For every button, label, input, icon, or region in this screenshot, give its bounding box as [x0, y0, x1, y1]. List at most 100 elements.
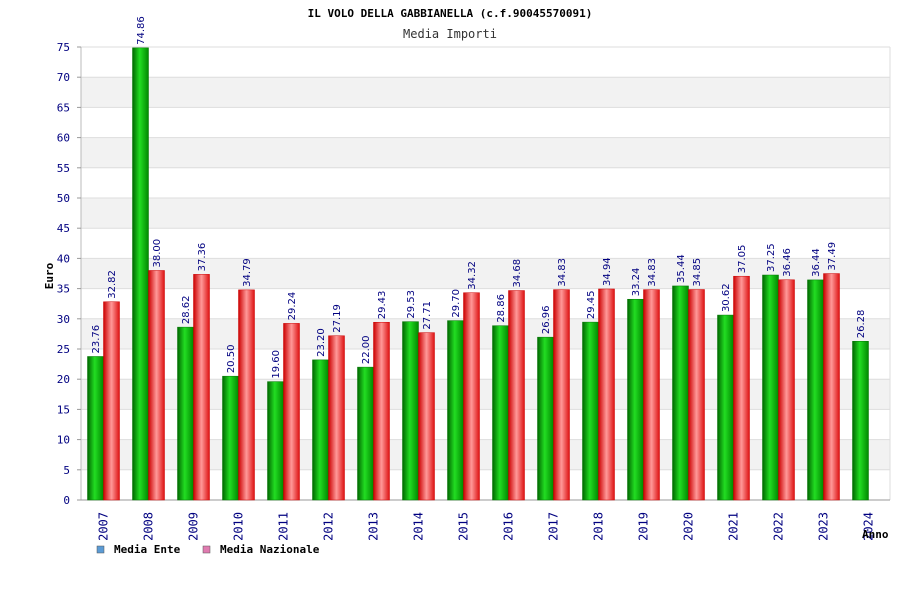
data-label: 23.76: [91, 325, 102, 354]
plot-band: [81, 409, 890, 440]
chart-subtitle: Media Importi: [403, 27, 497, 41]
data-label: 36.44: [811, 248, 822, 277]
x-tick-label: 2018: [592, 512, 606, 541]
y-tick-label: 60: [57, 132, 70, 145]
x-tick-label: 2011: [277, 512, 291, 541]
x-tick-label: 2013: [367, 512, 381, 541]
data-label: 28.62: [181, 295, 192, 324]
y-tick-label: 75: [57, 41, 70, 54]
data-label: 19.60: [271, 350, 282, 379]
data-label: 27.71: [422, 301, 433, 330]
data-label: 33.24: [631, 268, 642, 297]
x-axis-ticks: 2007 2008 2009 2010 2011 2012 2013 2014 2015 2016…: [97, 512, 876, 541]
data-label: 29.70: [451, 289, 462, 318]
y-tick-label: 50: [57, 192, 70, 205]
legend-label: Media Ente: [114, 543, 181, 556]
y-tick-label: 25: [57, 343, 70, 356]
x-tick-label: 2009: [187, 512, 201, 541]
y-tick-label: 55: [57, 162, 70, 175]
data-label: 37.49: [827, 242, 838, 271]
plot-band: [81, 318, 890, 349]
bar-media-nazionale: [418, 332, 435, 501]
y-tick-label: 70: [57, 71, 70, 84]
chart-title: IL VOLO DELLA GABBIANELLA (c.f.900455700…: [308, 7, 593, 20]
data-label: 34.83: [557, 258, 568, 287]
plot-band: [81, 349, 890, 380]
bar-media-ente: [807, 279, 824, 501]
bar-media-nazionale: [148, 270, 165, 501]
y-tick-label: 65: [57, 101, 70, 114]
y-axis-label: Euro: [43, 262, 56, 289]
x-tick-label: 2015: [457, 512, 471, 541]
plot-background: [81, 47, 890, 500]
bar-media-ente: [852, 341, 869, 501]
bar-media-nazionale: [193, 274, 210, 501]
bar-media-ente: [132, 47, 149, 501]
data-label: 34.94: [602, 257, 613, 286]
x-tick-label: 2023: [817, 512, 831, 541]
data-label: 20.50: [226, 345, 237, 374]
legend-swatch: [202, 545, 211, 554]
y-tick-label: 40: [57, 252, 70, 265]
bar-media-ente: [87, 356, 104, 501]
grid-lines: [80, 46, 891, 501]
y-tick-label: 5: [63, 464, 70, 477]
bar-media-nazionale: [103, 301, 120, 501]
plot-band: [81, 167, 890, 198]
bar-media-ente: [357, 366, 374, 501]
bar-media-ente: [492, 325, 509, 501]
x-tick-label: 2019: [637, 512, 651, 541]
x-tick-label: 2017: [547, 512, 561, 541]
data-label: 29.43: [377, 291, 388, 320]
bar-media-ente: [177, 326, 194, 501]
bar-media-ente: [762, 274, 779, 501]
plot-band: [81, 77, 890, 108]
bar-media-ente: [222, 375, 239, 501]
bar-media-nazionale: [688, 289, 705, 501]
bar-media-ente: [582, 321, 599, 501]
data-label: 36.46: [782, 248, 793, 277]
plot-band: [81, 469, 890, 500]
bar-media-nazionale: [598, 288, 615, 501]
plot-band: [81, 137, 890, 168]
x-tick-label: 2014: [412, 512, 426, 541]
bar-media-nazionale: [733, 275, 750, 501]
data-label: 37.05: [737, 245, 748, 274]
y-axis-ticks: 0 5 10 15 20 25 30 35 40 45 50 55 60 65 70 75: [57, 41, 81, 507]
data-label: 26.28: [856, 310, 867, 339]
plot-band: [81, 198, 890, 229]
y-tick-label: 15: [57, 403, 70, 416]
data-label: 34.85: [692, 258, 703, 287]
x-tick-label: 2022: [772, 512, 786, 541]
data-label: 38.00: [152, 239, 163, 268]
x-tick-label: 2010: [232, 512, 246, 541]
data-label: 34.68: [512, 259, 523, 288]
bar-media-nazionale: [328, 335, 345, 501]
data-label: 23.20: [316, 328, 327, 357]
bar-media-nazionale: [778, 279, 795, 501]
data-label: 74.86: [136, 16, 147, 45]
bars: [87, 47, 869, 501]
x-tick-label: 2020: [682, 512, 696, 541]
data-label: 29.24: [287, 292, 298, 321]
bar-media-nazionale: [553, 289, 570, 501]
legend-label: Media Nazionale: [220, 543, 320, 556]
data-label: 35.44: [676, 254, 687, 283]
plot-band: [81, 288, 890, 319]
bar-media-nazionale: [643, 289, 660, 501]
legend-swatch: [96, 545, 105, 554]
y-tick-label: 35: [57, 283, 70, 296]
x-tick-label: 2024: [862, 512, 876, 541]
data-label: 26.96: [541, 306, 552, 335]
x-tick-label: 2008: [142, 512, 156, 541]
y-tick-label: 0: [63, 494, 70, 507]
bar-media-ente: [447, 320, 464, 501]
data-labels: 23.76 32.82 74.86 38.00 28.62 37.36 20.50 34.79…: [91, 16, 867, 378]
data-label: 34.83: [647, 258, 658, 287]
bar-media-ente: [402, 321, 419, 501]
y-tick-label: 30: [57, 313, 70, 326]
plot-band: [81, 379, 890, 410]
bar-media-ente: [312, 359, 329, 501]
